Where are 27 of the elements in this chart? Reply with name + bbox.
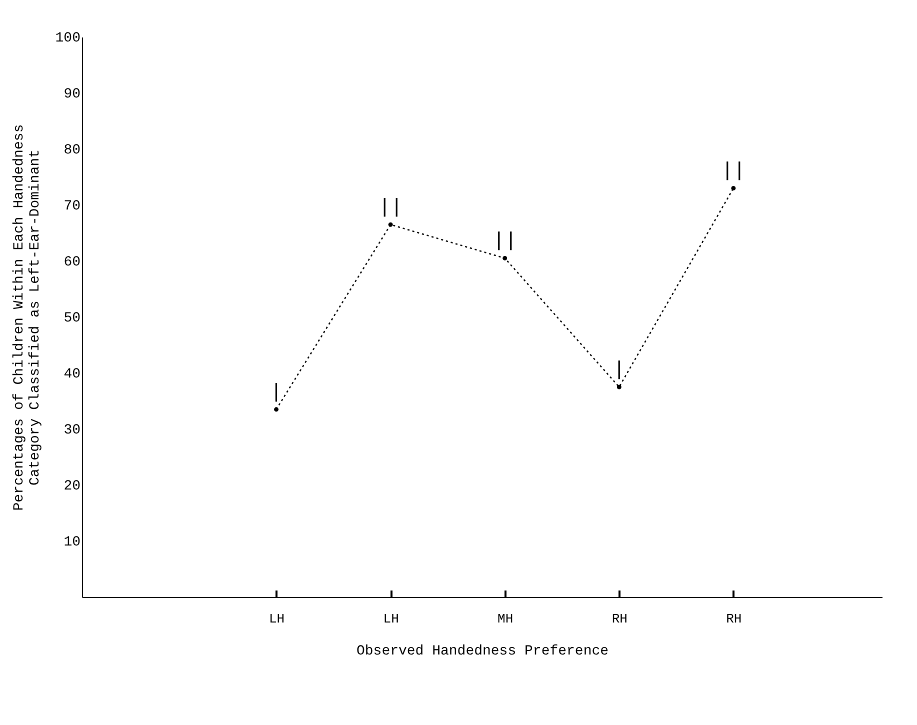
annotation: || <box>378 196 403 220</box>
annotation: | <box>270 381 282 404</box>
annotation: || <box>721 160 746 184</box>
y-tick-label: 20 <box>64 478 80 494</box>
y-tick-label: 30 <box>64 422 80 438</box>
x-tick-label: LH <box>268 612 285 626</box>
y-tick-label: 10 <box>64 534 80 550</box>
y-tick-label: 60 <box>64 254 80 270</box>
point <box>274 407 279 412</box>
point <box>388 222 393 227</box>
y-tick-label: 90 <box>64 86 80 102</box>
x-tick-label: LH <box>383 612 399 626</box>
y-tick-label: 100 <box>55 30 80 46</box>
y-tick-label: 80 <box>64 142 80 158</box>
point <box>502 256 508 260</box>
x-axis-title: Observed Handedness Preference <box>356 644 609 660</box>
point <box>616 384 622 390</box>
annotation: | <box>613 359 626 382</box>
annotation: || <box>492 230 517 254</box>
y-tick-label: 40 <box>64 366 80 382</box>
x-tick-label: RH <box>612 612 628 626</box>
x-tick-label: MH <box>498 612 514 626</box>
x-tick-label: RH <box>726 612 742 626</box>
y-axis-title: Percentages of Children Within Each Handedness Category Classified as Left-Ear-Dominant <box>11 124 44 511</box>
y-tick-label: 50 <box>64 310 80 326</box>
y-tick-label: 70 <box>64 198 80 214</box>
point <box>731 186 736 190</box>
